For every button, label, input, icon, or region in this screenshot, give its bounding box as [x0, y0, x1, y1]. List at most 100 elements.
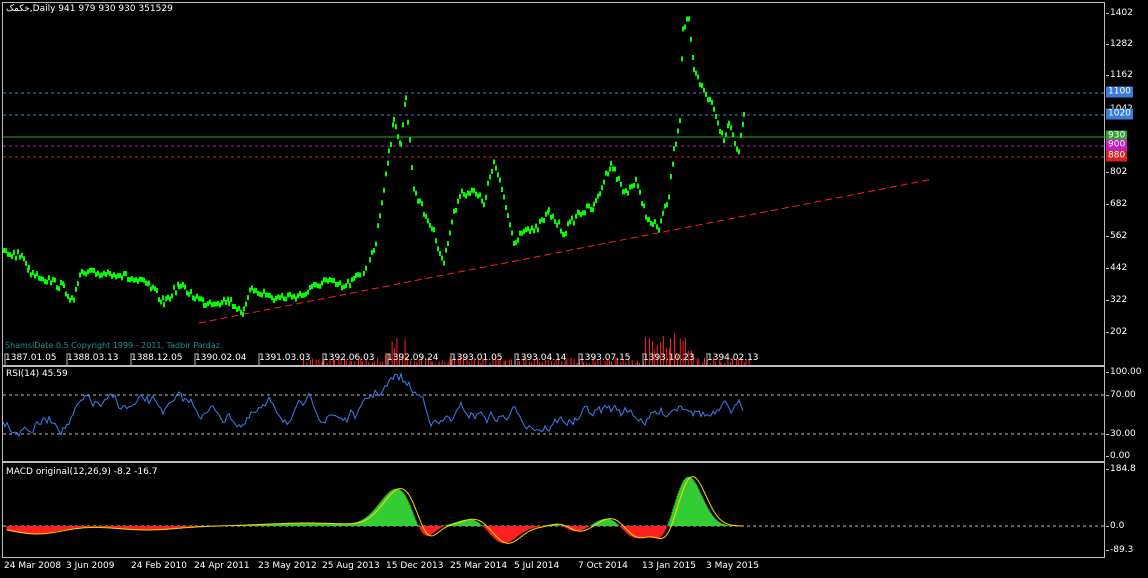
volume-bar	[564, 360, 566, 365]
price-bar	[85, 271, 87, 277]
volume-bar	[303, 357, 305, 365]
macd-tick: -89.3	[1105, 545, 1134, 555]
price-tick: 1402	[1106, 8, 1133, 18]
price-bar	[180, 283, 182, 289]
volume-bar	[382, 361, 384, 365]
price-bar	[337, 281, 339, 287]
volume-bar	[373, 360, 375, 365]
volume-bar	[592, 357, 594, 365]
volume-bar	[654, 350, 656, 365]
volume-bar	[340, 359, 342, 365]
volume-bar	[687, 350, 689, 365]
macd-axis[interactable]: 184.8 0.0 -89.3	[1105, 462, 1148, 558]
volume-bar	[622, 359, 624, 365]
price-bar	[531, 225, 533, 231]
volume-bar	[420, 357, 422, 365]
price-bar	[648, 217, 650, 223]
price-bar	[259, 291, 261, 297]
time-axis[interactable]: 24 Mar 2008 3 Jun 2009 24 Feb 2010 24 Ap…	[0, 558, 1106, 578]
price-axis[interactable]: 1402 1282 1162 1042 922 802 682 562 442 …	[1105, 2, 1148, 366]
volume-bar	[545, 359, 547, 365]
volume-bar	[648, 338, 650, 365]
price-bar	[457, 198, 459, 204]
rsi-axis[interactable]: 100.00 70.00 30.00 0.00	[1105, 366, 1148, 462]
price-bar	[692, 55, 694, 61]
macd-pane[interactable]: MACD original(12,26,9) -8.2 -16.7	[2, 462, 1106, 558]
price-bar	[175, 290, 177, 296]
time-tick: 24 Apr 2011	[194, 561, 250, 571]
price-bar	[699, 82, 701, 88]
price-bar	[435, 238, 437, 244]
price-bar	[445, 247, 447, 253]
price-bar	[77, 281, 79, 287]
price-bar	[387, 160, 389, 166]
price-bar	[609, 166, 611, 172]
price-bar	[719, 128, 721, 134]
volume-bar	[745, 359, 747, 365]
rsi-tick: 70.00	[1106, 390, 1136, 400]
price-bar	[150, 286, 152, 292]
price-bar	[645, 214, 647, 220]
price-bar	[525, 227, 527, 233]
price-chart-pane[interactable]: خکمک,Daily 941 979 930 930 351529 Shamsi…	[2, 2, 1106, 366]
price-bar	[437, 246, 439, 252]
price-bar	[721, 130, 723, 136]
volume-bar	[669, 337, 671, 365]
price-bar	[411, 164, 413, 170]
price-bar	[395, 124, 397, 130]
volume-bar	[588, 362, 590, 365]
volume-bar	[738, 358, 740, 365]
price-bar	[392, 122, 394, 128]
price-bar	[684, 24, 686, 30]
price-bar	[245, 301, 247, 307]
rsi-tick: 0.00	[1105, 451, 1131, 461]
volume-bar	[410, 360, 412, 365]
volume-bar	[679, 338, 681, 365]
price-bar	[162, 295, 164, 301]
price-bar	[135, 277, 137, 283]
volume-bar	[360, 357, 362, 365]
volume-bar	[533, 359, 535, 365]
volume-bar	[447, 361, 449, 365]
price-bar	[209, 299, 211, 305]
price-bar	[283, 296, 285, 302]
volume-bar	[674, 333, 676, 365]
time-tick: 7 Oct 2014	[578, 561, 628, 571]
volume-bar	[662, 335, 664, 365]
shamsi-date-label: 1393.04.14	[515, 353, 567, 363]
price-bar	[301, 293, 303, 299]
level-badge-1100: 1100	[1106, 86, 1133, 98]
price-bar	[734, 141, 736, 147]
price-bar	[662, 210, 664, 216]
price-bar	[487, 180, 489, 186]
price-bar	[529, 229, 531, 235]
price-bar	[145, 280, 147, 286]
price-bar	[169, 296, 171, 302]
volume-bar	[326, 362, 328, 365]
price-bar	[586, 203, 588, 209]
price-bar	[178, 284, 180, 290]
price-bar	[631, 183, 633, 189]
price-bar	[725, 132, 727, 138]
price-bar	[234, 304, 236, 310]
price-bar	[580, 212, 582, 218]
price-bar	[660, 218, 662, 224]
price-bar	[7, 251, 9, 257]
volume-bar	[631, 360, 633, 365]
volume-bar	[312, 358, 314, 365]
rsi-line	[3, 371, 744, 438]
price-bar	[610, 160, 612, 166]
price-bar	[732, 132, 734, 138]
price-bar	[582, 210, 584, 216]
price-bar	[261, 292, 263, 298]
price-bar	[171, 293, 173, 299]
price-tick: 1282	[1106, 39, 1133, 49]
price-bar	[607, 171, 609, 177]
volume-bar	[402, 353, 404, 365]
price-bar	[81, 269, 83, 275]
volume-bar	[606, 358, 608, 365]
volume-bar	[398, 353, 400, 365]
volume-bar	[637, 361, 639, 365]
rsi-pane[interactable]: RSI(14) 45.59	[2, 366, 1106, 462]
price-bar	[427, 218, 429, 224]
